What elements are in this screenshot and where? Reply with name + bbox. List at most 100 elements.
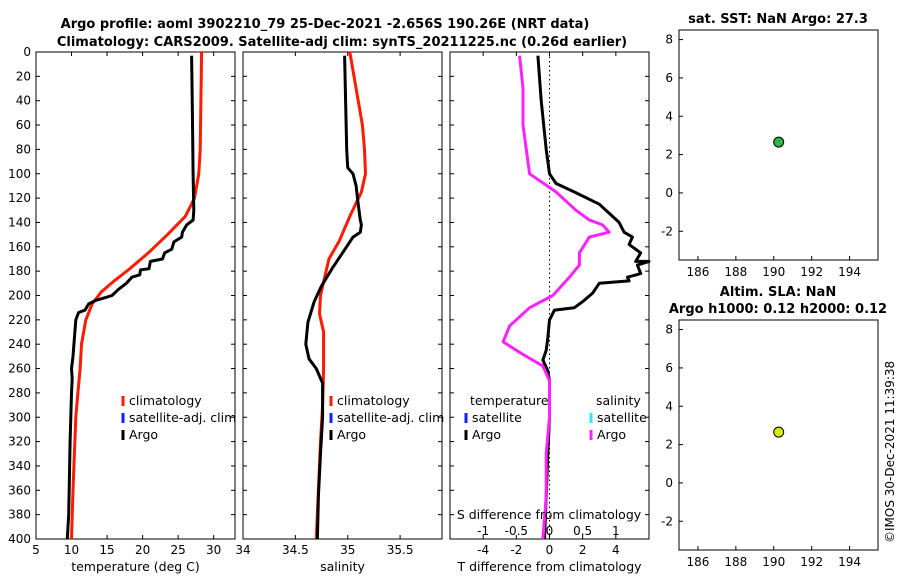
temperature-legend-satellite-label: satellite-adj. clim xyxy=(129,410,236,425)
depth-ytick-label: 40 xyxy=(16,94,31,108)
temperature-xtick-label: 15 xyxy=(99,543,114,557)
depth-ytick-label: 400 xyxy=(8,532,31,546)
depth-ytick-label: 320 xyxy=(8,435,31,449)
sla-xtick-label: 192 xyxy=(800,555,823,569)
temperature-legend-climatology-label: climatology xyxy=(129,393,202,408)
tdiff-xtick-label: -4 xyxy=(477,543,489,557)
temperature-axes-frame xyxy=(35,51,236,540)
sst-xtick-label: 188 xyxy=(724,265,747,279)
depth-ytick-label: 360 xyxy=(8,483,31,497)
depth-ytick-label: 160 xyxy=(8,240,31,254)
sst-axes-frame xyxy=(678,29,879,261)
depth-ytick-label: 380 xyxy=(8,508,31,522)
sst-xtick-label: 190 xyxy=(762,265,785,279)
title-line-2: Climatology: CARS2009. Satellite-adj cli… xyxy=(57,35,627,50)
salinity-xtick-label: 34 xyxy=(235,543,250,557)
tdiff-xtick-label: 0 xyxy=(546,543,554,557)
salinity-xlabel: salinity xyxy=(320,559,365,574)
depth-ytick-label: 60 xyxy=(16,118,31,132)
tdiff-xlabel: T difference from climatology xyxy=(456,559,642,574)
diff-legend-temperature-header: temperature xyxy=(470,393,549,408)
salinity-legend-climatology-label: climatology xyxy=(337,393,410,408)
tdiff-xtick-label: -2 xyxy=(510,543,522,557)
sla-title: Altim. SLA: NaN xyxy=(720,285,836,300)
sst-argo-marker xyxy=(773,136,785,148)
depth-ytick-label: 140 xyxy=(8,215,31,229)
salinity-xtick-label: 34.5 xyxy=(282,543,309,557)
sla-ytick-label: 0 xyxy=(665,476,673,490)
sdiff-tick-label: 0 xyxy=(546,524,554,538)
depth-ytick-label: 280 xyxy=(8,386,31,400)
depth-ytick-label: 300 xyxy=(8,410,31,424)
temperature-xtick-label: 20 xyxy=(135,543,150,557)
diff-legend-t-satellite-label: satellite xyxy=(472,410,522,425)
sla-ytick-label: 8 xyxy=(665,323,673,337)
salinity-legend-satellite-label: satellite-adj. clim xyxy=(337,410,444,425)
salinity-legend-argo-label: Argo xyxy=(337,427,366,442)
tdiff-xtick-label: 4 xyxy=(612,543,620,557)
sla-xtick-label: 190 xyxy=(762,555,785,569)
sst-xtick-label: 186 xyxy=(686,265,709,279)
title-line-1: Argo profile: aoml 3902210_79 25-Dec-202… xyxy=(61,17,590,32)
sdiff-tick-label: 0.5 xyxy=(573,524,592,538)
sla-argo-marker xyxy=(773,426,785,438)
sla-ytick-label: 2 xyxy=(665,438,673,452)
salinity-axes-frame xyxy=(242,51,443,540)
sla-ytick-label: -2 xyxy=(661,514,673,528)
depth-ytick-label: 340 xyxy=(8,459,31,473)
sdiff-label: S difference from climatology xyxy=(457,507,642,522)
sla-xtick-label: 188 xyxy=(724,555,747,569)
temperature-xtick-label: 10 xyxy=(64,543,79,557)
depth-ytick-label: 20 xyxy=(16,69,31,83)
sla-ytick-label: 4 xyxy=(665,399,673,413)
sst-ytick-label: 2 xyxy=(665,148,673,162)
sdiff-tick-label: 1 xyxy=(612,524,620,538)
depth-ytick-label: 100 xyxy=(8,167,31,181)
sdiff-tick-label: -1 xyxy=(477,524,489,538)
diff-legend-salinity-header: salinity xyxy=(596,393,641,408)
imos-watermark: ©IMOS 30-Dec-2021 11:39:38 xyxy=(883,361,897,543)
sla-axes-frame xyxy=(678,319,879,551)
depth-ytick-label: 240 xyxy=(8,337,31,351)
sdiff-tick-label: -0.5 xyxy=(505,524,528,538)
sla-xtick-label: 186 xyxy=(686,555,709,569)
depth-ytick-label: 120 xyxy=(8,191,31,205)
depth-ytick-label: 220 xyxy=(8,313,31,327)
temperature-legend-argo-label: Argo xyxy=(129,427,158,442)
sst-ytick-label: 6 xyxy=(665,71,673,85)
plot-area: 5 10 15 20 25 3002040608010012014016018020022… xyxy=(8,29,879,574)
sst-ytick-label: 0 xyxy=(665,186,673,200)
temperature-xtick-label: 25 xyxy=(171,543,186,557)
depth-ytick-label: 200 xyxy=(8,289,31,303)
salinity-xtick-label: 35.5 xyxy=(387,543,414,557)
sla-subtitle: Argo h1000: 0.12 h2000: 0.12 xyxy=(669,302,887,317)
salinity-xtick-label: 35 xyxy=(340,543,355,557)
diff-legend-s-argo-label: Argo xyxy=(597,427,626,442)
salinity-argo-line xyxy=(304,55,363,540)
sst-ytick-label: 4 xyxy=(665,109,673,123)
depth-ytick-label: 0 xyxy=(23,45,31,59)
salinity-difference-argo-line xyxy=(501,55,611,540)
depth-ytick-label: 80 xyxy=(16,142,31,156)
sst-ytick-label: 8 xyxy=(665,33,673,47)
salinity-climatology-line xyxy=(314,51,367,540)
sla-ytick-label: 6 xyxy=(665,361,673,375)
tdiff-xtick-label: 2 xyxy=(579,543,587,557)
temperature-difference-argo-line xyxy=(536,55,651,540)
sst-xtick-label: 194 xyxy=(838,265,861,279)
temperature-xtick-label: 5 xyxy=(32,543,40,557)
depth-ytick-label: 260 xyxy=(8,362,31,376)
sst-xtick-label: 192 xyxy=(800,265,823,279)
temperature-xtick-label: 30 xyxy=(206,543,221,557)
sst-ytick-label: -2 xyxy=(661,224,673,238)
sst-title: sat. SST: NaN Argo: 27.3 xyxy=(688,12,868,27)
diff-legend-s-satellite-label: satellite xyxy=(597,410,647,425)
temperature-climatology-line xyxy=(70,51,204,540)
diff-legend-t-argo-label: Argo xyxy=(472,427,501,442)
sla-xtick-label: 194 xyxy=(838,555,861,569)
depth-ytick-label: 180 xyxy=(8,264,31,278)
temperature-argo-line xyxy=(65,55,196,540)
temperature-xlabel: temperature (deg C) xyxy=(71,559,200,574)
